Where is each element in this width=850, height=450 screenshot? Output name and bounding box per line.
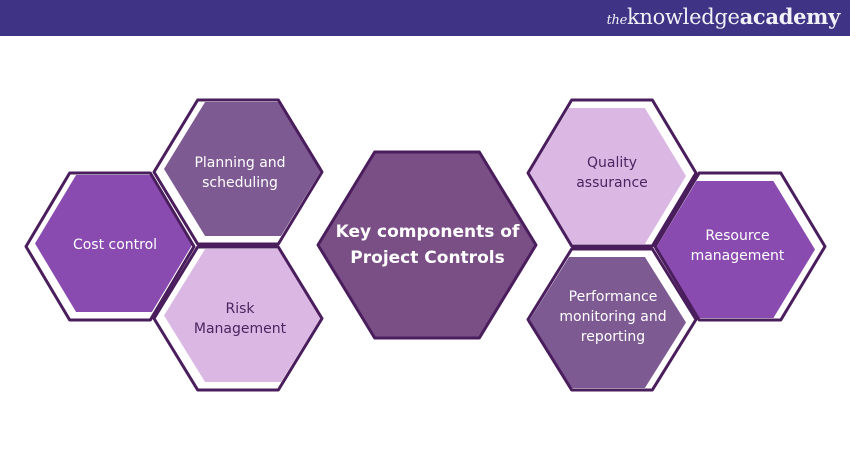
center-hex-outline xyxy=(316,150,538,340)
planning-scheduling-label: Planning and scheduling xyxy=(194,154,286,191)
planning-scheduling-hex-outline xyxy=(152,98,324,246)
resource-management-hex xyxy=(653,171,827,322)
logo-the: the xyxy=(606,13,628,28)
quality-assurance-label: Quality assurance xyxy=(576,154,648,191)
header-bar: theknowledgeacademy xyxy=(0,0,850,36)
performance-monitoring-label: Performance monitoring and reporting xyxy=(559,289,667,345)
cost-control-hex-outline xyxy=(24,171,196,322)
resource-management-label: Resource management xyxy=(690,227,785,264)
planning-scheduling-hex-fill xyxy=(164,102,322,236)
center-hex xyxy=(316,150,538,340)
quality-assurance-hex-outline xyxy=(526,98,698,248)
risk-management-hex xyxy=(152,245,324,392)
risk-management-label: Risk Management xyxy=(193,300,287,337)
cost-control-label: Cost control xyxy=(72,237,158,253)
risk-management-hex-fill xyxy=(164,249,322,382)
performance-monitoring-hex-outline xyxy=(526,247,698,392)
performance-monitoring-hex-fill xyxy=(528,257,686,388)
planning-scheduling-hex xyxy=(152,98,324,246)
logo-academy: academy xyxy=(739,4,841,29)
quality-assurance-hex xyxy=(526,98,698,248)
quality-assurance-hex-fill xyxy=(528,108,686,244)
knowledge-academy-logo[interactable]: theknowledgeacademy xyxy=(606,4,841,29)
performance-monitoring-hex xyxy=(526,247,698,392)
resource-management-hex-outline xyxy=(653,171,827,322)
cost-control-hex-fill xyxy=(35,175,193,312)
resource-management-hex-fill xyxy=(655,181,815,318)
center-hex-label: Key components of Project Controls xyxy=(335,222,520,268)
logo-knowledge: knowledge xyxy=(626,5,740,29)
cost-control-hex xyxy=(24,171,196,322)
risk-management-hex-outline xyxy=(152,245,324,392)
